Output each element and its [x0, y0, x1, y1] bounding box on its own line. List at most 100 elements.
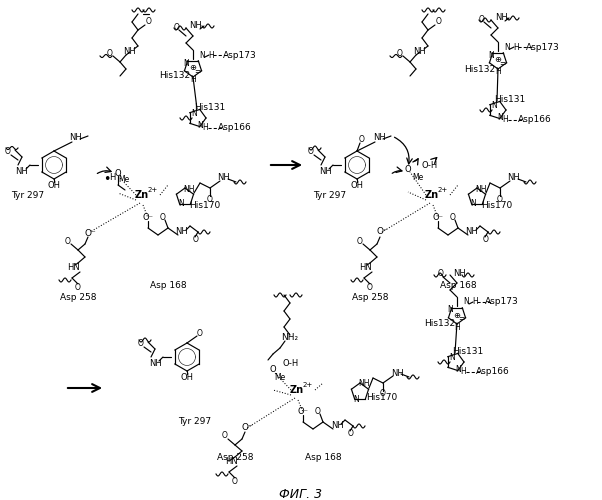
Text: Tyr 297: Tyr 297 [11, 192, 45, 200]
Text: O: O [308, 148, 314, 156]
Text: N: N [463, 298, 469, 306]
Text: O⁻: O⁻ [241, 424, 253, 432]
Text: Asp166: Asp166 [218, 124, 252, 132]
Text: O: O [75, 282, 81, 292]
Text: ⊕: ⊕ [494, 56, 501, 64]
Text: N: N [353, 394, 359, 404]
Text: Zn: Zn [425, 190, 439, 200]
Text: OH: OH [181, 372, 193, 382]
Text: His170: His170 [367, 394, 398, 402]
Text: His132: His132 [424, 320, 456, 328]
Text: =: = [194, 68, 200, 76]
Text: N: N [449, 352, 455, 362]
Text: H: H [109, 172, 115, 182]
Text: Asp 168: Asp 168 [150, 280, 186, 289]
Text: N: N [199, 50, 205, 59]
Text: NH: NH [330, 422, 343, 430]
Text: O: O [436, 18, 442, 26]
Text: O⁻: O⁻ [432, 214, 444, 222]
Text: His131: His131 [452, 348, 483, 356]
Text: O: O [405, 166, 411, 174]
Text: NH: NH [358, 380, 370, 388]
Text: Asp 258: Asp 258 [60, 294, 96, 302]
Text: N: N [491, 100, 497, 110]
Text: OH: OH [48, 180, 60, 190]
Text: H: H [202, 124, 208, 132]
Text: N: N [197, 120, 203, 130]
Text: NH: NH [176, 228, 188, 236]
Text: O⁻: O⁻ [376, 228, 388, 236]
Text: O: O [348, 430, 354, 438]
Text: Asp 258: Asp 258 [352, 294, 388, 302]
Text: N: N [191, 108, 197, 118]
Text: NH: NH [218, 174, 231, 182]
Text: NH₂: NH₂ [282, 334, 299, 342]
Text: NH: NH [123, 48, 137, 56]
Text: H: H [513, 42, 519, 51]
Text: HN: HN [225, 458, 237, 466]
Text: O: O [174, 22, 180, 32]
Text: Tyr 297: Tyr 297 [178, 418, 211, 426]
Text: HN: HN [67, 264, 81, 272]
Text: NH: NH [16, 168, 28, 176]
Text: N: N [178, 200, 184, 208]
Text: N: N [497, 112, 503, 122]
Text: N: N [504, 42, 510, 51]
Text: Asp173: Asp173 [223, 50, 257, 59]
Text: NH: NH [391, 368, 403, 378]
Text: O: O [483, 236, 489, 244]
Text: O-H: O-H [283, 360, 299, 368]
Text: OH: OH [350, 182, 364, 190]
Text: HN: HN [359, 264, 373, 272]
Text: His131: His131 [194, 104, 226, 112]
Text: •: • [104, 174, 111, 186]
Text: His170: His170 [190, 200, 220, 209]
Text: Asp166: Asp166 [518, 116, 552, 124]
Text: H: H [472, 298, 478, 306]
Text: H: H [208, 50, 214, 59]
Text: Zn: Zn [135, 190, 149, 200]
Text: O-H: O-H [422, 160, 438, 170]
Text: O: O [115, 168, 122, 177]
Text: Asp166: Asp166 [476, 368, 510, 376]
Text: ФИГ. 3: ФИГ. 3 [279, 488, 323, 500]
Text: O: O [138, 340, 144, 348]
Text: ⊕: ⊕ [190, 64, 196, 72]
Text: 2+: 2+ [303, 382, 313, 388]
Text: NH: NH [454, 268, 467, 278]
Text: 2+: 2+ [148, 187, 158, 193]
Text: NH: NH [318, 168, 331, 176]
Text: =: = [499, 60, 505, 68]
Text: His131: His131 [494, 96, 526, 104]
Text: Me: Me [275, 372, 285, 382]
Text: NH: NH [183, 184, 195, 194]
Text: O: O [146, 18, 152, 26]
Text: H: H [460, 368, 466, 376]
Text: N: N [470, 200, 476, 208]
Text: O: O [438, 270, 444, 278]
Text: His170: His170 [482, 200, 513, 209]
Text: O: O [65, 236, 71, 246]
Text: O: O [357, 236, 363, 246]
Text: O⁻: O⁻ [143, 214, 154, 222]
Text: O⁻: O⁻ [297, 408, 308, 416]
Text: NH: NH [465, 228, 479, 236]
Text: O: O [315, 406, 321, 416]
Text: H: H [495, 68, 501, 76]
Text: O: O [197, 328, 203, 338]
Text: Asp 168: Asp 168 [439, 280, 476, 289]
Text: Me: Me [119, 176, 129, 184]
Text: O: O [5, 148, 11, 156]
Text: O: O [222, 432, 228, 440]
Text: O: O [207, 194, 213, 203]
Text: O: O [107, 48, 113, 58]
Text: =: = [458, 314, 464, 324]
Text: O: O [270, 366, 276, 374]
Text: Asp173: Asp173 [526, 42, 560, 51]
Text: Asp 168: Asp 168 [305, 454, 341, 462]
Text: Asp 258: Asp 258 [217, 454, 253, 462]
Text: Me: Me [412, 172, 424, 182]
Text: NH: NH [149, 360, 161, 368]
Text: O: O [193, 236, 199, 244]
Text: NH: NH [373, 134, 385, 142]
